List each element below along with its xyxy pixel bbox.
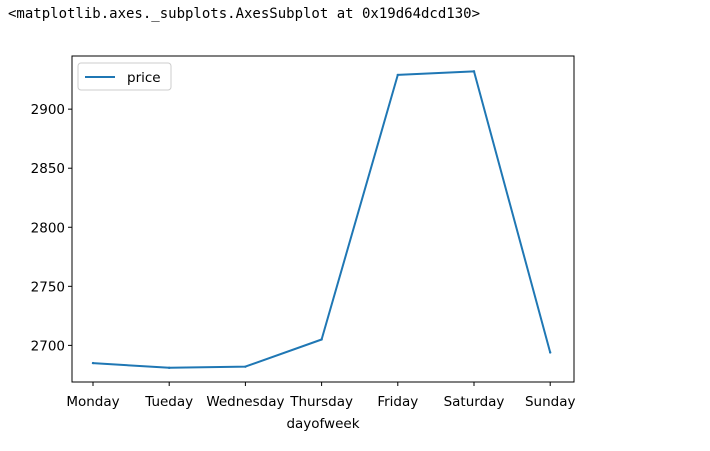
x-tick-label: Monday — [66, 394, 119, 410]
y-tick-label: 2850 — [31, 161, 65, 177]
plot-area: 2700 2750 2800 2850 2900 Monday Tueday Wednesda… — [31, 55, 576, 432]
data-point — [168, 366, 171, 370]
series-line-price — [92, 70, 552, 369]
y-tick-label: 2800 — [31, 220, 65, 236]
y-tick-label: 2700 — [31, 338, 65, 354]
x-tick-label: Thursday — [289, 394, 353, 410]
x-tick-label: Sunday — [525, 394, 576, 410]
y-tick-label: 2900 — [31, 102, 65, 118]
y-tick-label: 2750 — [31, 279, 65, 295]
data-point — [472, 70, 476, 73]
output-repr-text: <matplotlib.axes._subplots.AxesSubplot a… — [8, 6, 481, 22]
x-axis-label: dayofweek — [286, 416, 359, 432]
x-tick-label: Friday — [377, 394, 418, 410]
axes-frame — [71, 55, 575, 383]
legend-box — [77, 62, 172, 91]
data-point — [91, 361, 95, 365]
x-tick-label: Saturday — [444, 394, 505, 410]
data-point — [320, 338, 323, 341]
data-point — [396, 73, 399, 77]
x-tick-label: Wednesday — [206, 394, 284, 410]
legend-label: price — [127, 70, 161, 86]
data-point — [549, 351, 552, 354]
x-tick-label: Tueday — [144, 394, 193, 410]
data-point — [244, 365, 247, 368]
